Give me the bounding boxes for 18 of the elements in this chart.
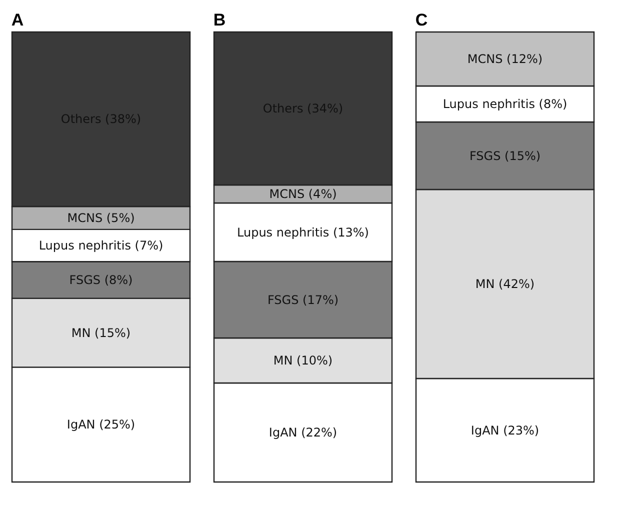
data-label: FSGS (8%) [69,272,133,287]
data-label: Lupus nephritis (7%) [38,238,164,253]
data-label: MCNS (12%) [467,52,543,66]
data-label: MN (42%) [475,277,535,291]
data-label: MCNS (5%) [67,210,135,225]
data-label: MCNS (4%) [269,187,337,201]
chart-title: B [213,10,226,30]
chart-title: C [415,10,428,30]
data-label: FSGS (15%) [469,148,541,163]
data-label: Lupus nephritis (8%) [442,97,568,111]
data-label: Lupus nephritis (13%) [237,225,369,240]
data-label: FSGS (17%) [267,292,339,307]
data-label: IgAN (25%) [66,418,136,432]
data-label: IgAN (23%) [470,423,540,438]
data-label: MN (10%) [273,354,333,368]
data-label: MN (15%) [71,326,131,340]
data-label: IgAN (22%) [268,426,338,440]
chart-title: A [11,10,24,30]
